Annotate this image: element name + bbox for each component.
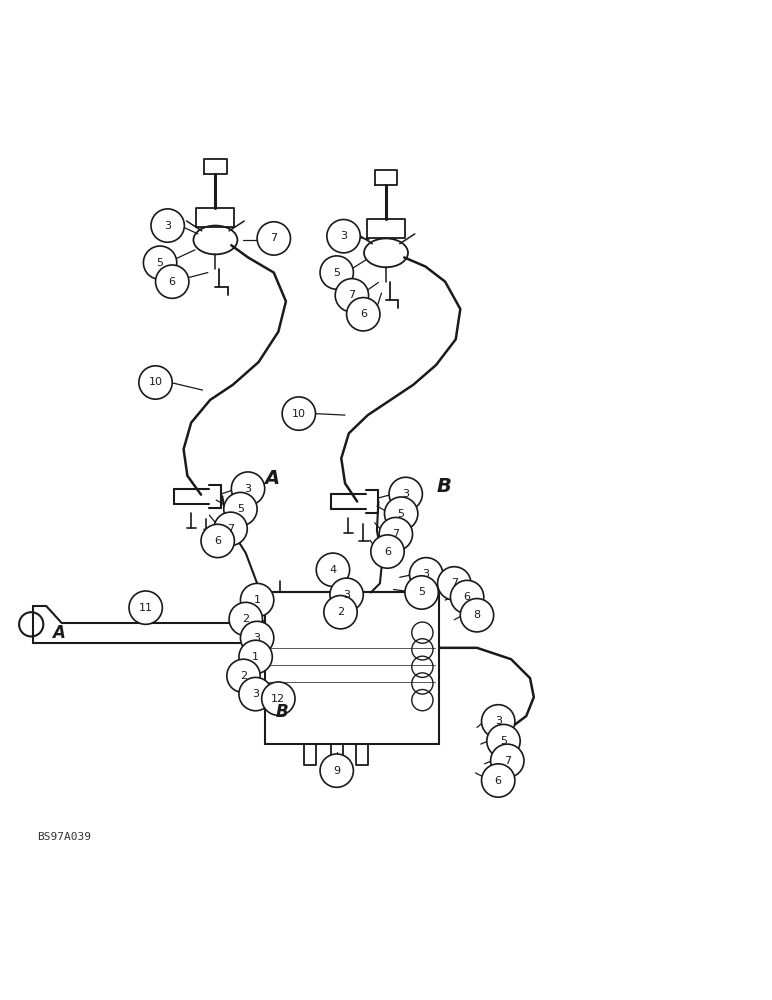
- Circle shape: [405, 576, 438, 609]
- Circle shape: [330, 578, 364, 611]
- Circle shape: [482, 764, 515, 797]
- Circle shape: [482, 705, 515, 738]
- Circle shape: [409, 558, 443, 591]
- Text: 3: 3: [423, 569, 430, 579]
- Text: 7: 7: [451, 578, 458, 588]
- Circle shape: [389, 477, 422, 511]
- Circle shape: [239, 677, 273, 711]
- Text: 6: 6: [360, 309, 367, 319]
- Circle shape: [224, 492, 257, 526]
- Text: 11: 11: [139, 603, 153, 613]
- Circle shape: [327, 219, 361, 253]
- Circle shape: [335, 279, 368, 312]
- Circle shape: [347, 298, 380, 331]
- Circle shape: [232, 472, 265, 505]
- Circle shape: [144, 246, 177, 279]
- Text: 6: 6: [214, 536, 222, 546]
- Text: 3: 3: [340, 231, 347, 241]
- Text: 5: 5: [334, 268, 340, 278]
- Bar: [265, 592, 439, 744]
- Circle shape: [438, 567, 471, 600]
- Text: 2: 2: [337, 607, 344, 617]
- Text: 8: 8: [473, 610, 480, 620]
- Text: 7: 7: [348, 290, 355, 300]
- Text: 1: 1: [252, 652, 259, 662]
- Text: 7: 7: [270, 233, 277, 243]
- Circle shape: [201, 524, 235, 558]
- Text: 4: 4: [330, 565, 337, 575]
- Circle shape: [460, 599, 493, 632]
- Text: 2: 2: [242, 614, 249, 624]
- Circle shape: [282, 397, 316, 430]
- Text: 9: 9: [334, 766, 340, 776]
- Circle shape: [214, 512, 247, 545]
- Text: 7: 7: [504, 756, 511, 766]
- Circle shape: [227, 659, 260, 693]
- Text: 5: 5: [157, 258, 164, 268]
- Text: A: A: [52, 624, 65, 642]
- Circle shape: [320, 256, 354, 289]
- Text: B: B: [276, 703, 289, 721]
- Circle shape: [240, 621, 274, 655]
- Text: 1: 1: [254, 595, 261, 605]
- Text: 10: 10: [148, 377, 163, 387]
- Text: 12: 12: [271, 694, 286, 704]
- Text: 6: 6: [464, 592, 471, 602]
- Circle shape: [155, 265, 189, 298]
- Text: A: A: [265, 469, 279, 488]
- Text: 5: 5: [418, 587, 425, 597]
- Circle shape: [384, 497, 418, 530]
- Text: 2: 2: [240, 671, 247, 681]
- Text: 3: 3: [252, 689, 259, 699]
- Text: B: B: [436, 477, 451, 496]
- Text: BS97A039: BS97A039: [37, 832, 91, 842]
- Circle shape: [379, 517, 412, 551]
- Circle shape: [257, 222, 290, 255]
- Text: 10: 10: [292, 409, 306, 419]
- Text: 7: 7: [392, 529, 399, 539]
- Text: 5: 5: [500, 736, 507, 746]
- Circle shape: [317, 553, 350, 586]
- Circle shape: [450, 580, 484, 614]
- Circle shape: [320, 754, 354, 787]
- Text: 3: 3: [245, 484, 252, 494]
- Text: 3: 3: [495, 716, 502, 726]
- Circle shape: [239, 640, 273, 674]
- Circle shape: [129, 591, 162, 624]
- Circle shape: [262, 682, 295, 715]
- Circle shape: [151, 209, 185, 242]
- Text: 5: 5: [398, 509, 405, 519]
- Text: 6: 6: [169, 277, 176, 287]
- Text: 3: 3: [254, 633, 261, 643]
- Circle shape: [229, 602, 262, 636]
- Text: 3: 3: [343, 590, 350, 600]
- Text: 7: 7: [227, 524, 234, 534]
- Circle shape: [323, 596, 357, 629]
- Circle shape: [487, 724, 520, 758]
- Circle shape: [491, 744, 524, 777]
- Circle shape: [371, 535, 405, 568]
- Text: 3: 3: [164, 221, 171, 231]
- Circle shape: [240, 583, 274, 617]
- Circle shape: [139, 366, 172, 399]
- Text: 3: 3: [402, 489, 409, 499]
- Text: 6: 6: [384, 547, 391, 557]
- Text: 5: 5: [237, 504, 244, 514]
- Text: 6: 6: [495, 776, 502, 786]
